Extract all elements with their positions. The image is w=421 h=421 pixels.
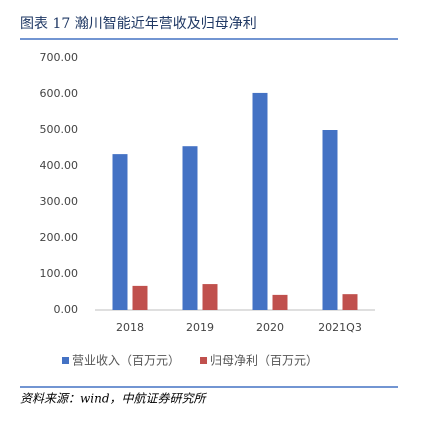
bar [252, 92, 268, 310]
y-tick-label: 600.00 [40, 87, 79, 100]
y-tick-label: 200.00 [40, 231, 79, 244]
x-tick-label: 2018 [116, 321, 144, 334]
y-tick-label: 400.00 [40, 159, 79, 172]
x-tick-label: 2020 [256, 321, 284, 334]
bar [202, 284, 218, 310]
legend-label: 营业收入（百万元） [72, 354, 180, 368]
legend-swatch [200, 357, 208, 364]
x-tick-label: 2021Q3 [318, 321, 362, 334]
legend-swatch [62, 357, 69, 364]
y-tick-label: 100.00 [40, 267, 79, 280]
bar [322, 130, 338, 310]
bar [112, 154, 128, 310]
x-tick-label: 2019 [186, 321, 214, 334]
y-tick-label: 500.00 [40, 123, 79, 136]
chart-title: 图表 17 瀚川智能近年营收及归母净利 [20, 15, 257, 32]
y-tick-label: 300.00 [40, 195, 79, 208]
bar [182, 146, 198, 310]
bar [342, 294, 358, 310]
y-tick-label: 0.00 [54, 303, 79, 316]
bar [272, 294, 288, 310]
legend-label: 归母净利（百万元） [210, 354, 318, 368]
bar [132, 285, 148, 310]
y-tick-label: 700.00 [40, 51, 79, 64]
source-note: 资料来源：wind，中航证券研究所 [20, 392, 208, 406]
